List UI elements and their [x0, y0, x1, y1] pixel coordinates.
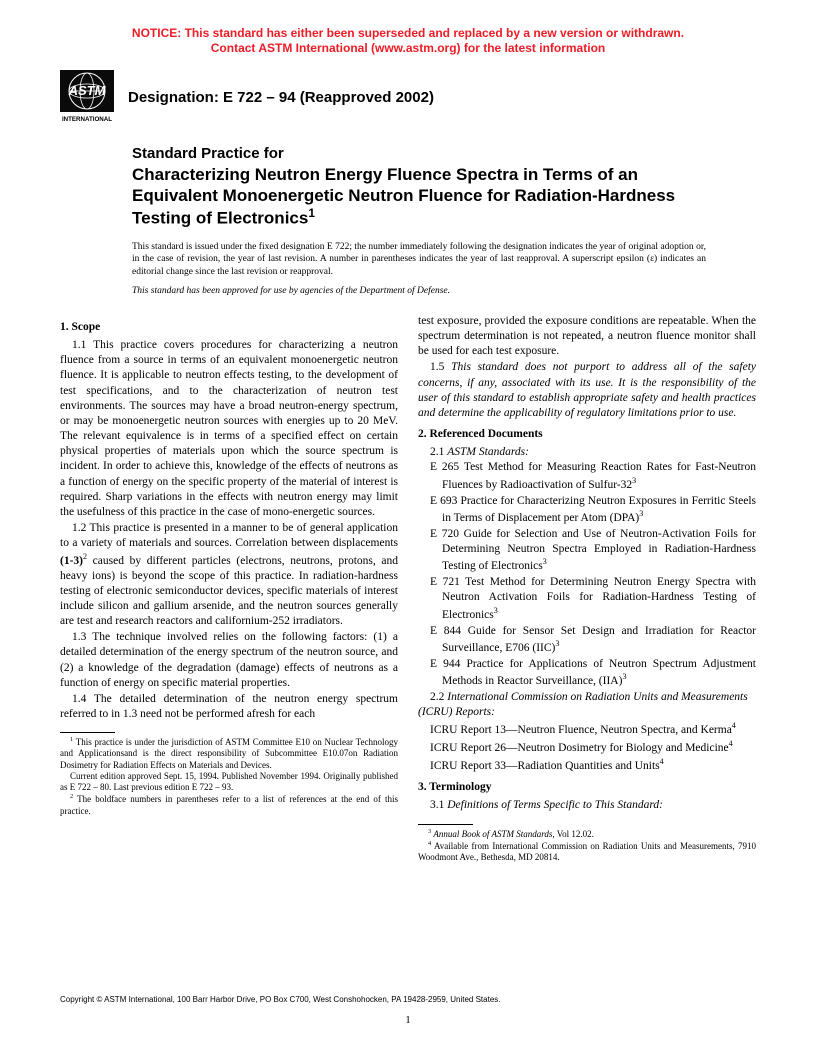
footnote-2: 2 The boldface numbers in parentheses re…: [60, 793, 398, 817]
footnote-4: 4 Available from International Commissio…: [418, 840, 756, 864]
para-1-4-cont: test exposure, provided the exposure con…: [418, 314, 756, 360]
svg-text:INTERNATIONAL: INTERNATIONAL: [62, 116, 112, 123]
title-block: Standard Practice for Characterizing Neu…: [132, 144, 716, 229]
scope-heading: 1. Scope: [60, 320, 398, 335]
designation: Designation: E 722 – 94 (Reapproved 2002…: [128, 89, 434, 106]
para-2-1: 2.1 ASTM Standards:: [418, 445, 756, 460]
ref-e693: E 693 Practice for Characterizing Neutro…: [418, 494, 756, 526]
notice-line2: Contact ASTM International (www.astm.org…: [211, 41, 605, 55]
ref-e721: E 721 Test Method for Determining Neutro…: [418, 575, 756, 622]
body-columns: 1. Scope 1.1 This practice covers proced…: [60, 314, 756, 863]
ref-e944: E 944 Practice for Applications of Neutr…: [418, 657, 756, 689]
title-prefix: Standard Practice for: [132, 144, 716, 164]
para-1-4: 1.4 The detailed determination of the ne…: [60, 692, 398, 722]
footnote-3: 3 Annual Book of ASTM Standards, Vol 12.…: [418, 828, 756, 840]
issue-note: This standard is issued under the fixed …: [132, 241, 706, 278]
ref-icru13: ICRU Report 13—Neutron Fluence, Neutron …: [418, 721, 756, 738]
footnote-1b: Current edition approved Sept. 15, 1994.…: [60, 771, 398, 794]
ref-icru26: ICRU Report 26—Neutron Dosimetry for Bio…: [418, 739, 756, 756]
footnote-1: 1 This practice is under the jurisdictio…: [60, 736, 398, 771]
left-footnotes: 1 This practice is under the jurisdictio…: [60, 732, 398, 817]
svg-text:ASTM: ASTM: [68, 83, 107, 98]
page-number: 1: [0, 1014, 816, 1026]
ref-e720: E 720 Guide for Selection and Use of Neu…: [418, 527, 756, 574]
para-1-2: 1.2 This practice is presented in a mann…: [60, 521, 398, 629]
ref-e844: E 844 Guide for Sensor Set Design and Ir…: [418, 624, 756, 656]
para-1-5: 1.5 This standard does not purport to ad…: [418, 360, 756, 421]
header-row: ASTM INTERNATIONAL Designation: E 722 – …: [60, 70, 756, 124]
astm-logo: ASTM INTERNATIONAL: [60, 70, 114, 124]
terminology-heading: 3. Terminology: [418, 780, 756, 795]
footnote-separator-left: [60, 732, 115, 733]
para-1-1: 1.1 This practice covers procedures for …: [60, 338, 398, 520]
para-1-3: 1.3 The technique involved relies on the…: [60, 630, 398, 691]
para-3-1: 3.1 Definitions of Terms Specific to Thi…: [418, 798, 756, 813]
title-main: Characterizing Neutron Energy Fluence Sp…: [132, 164, 716, 229]
refdocs-heading: 2. Referenced Documents: [418, 427, 756, 442]
para-2-2: 2.2 International Commission on Radiatio…: [418, 690, 756, 720]
notice-line1: NOTICE: This standard has either been su…: [132, 26, 684, 40]
dod-note: This standard has been approved for use …: [132, 286, 706, 296]
ref-e265: E 265 Test Method for Measuring Reaction…: [418, 460, 756, 492]
notice-banner: NOTICE: This standard has either been su…: [60, 26, 756, 56]
right-footnotes: 3 Annual Book of ASTM Standards, Vol 12.…: [418, 824, 756, 864]
footnote-separator-right: [418, 824, 473, 825]
copyright-line: Copyright © ASTM International, 100 Barr…: [60, 995, 501, 1004]
ref-icru33: ICRU Report 33—Radiation Quantities and …: [418, 757, 756, 774]
